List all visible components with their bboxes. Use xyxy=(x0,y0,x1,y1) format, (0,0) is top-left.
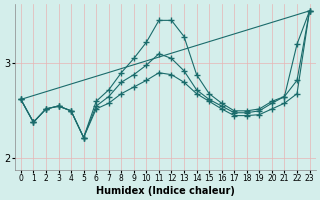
X-axis label: Humidex (Indice chaleur): Humidex (Indice chaleur) xyxy=(96,186,235,196)
